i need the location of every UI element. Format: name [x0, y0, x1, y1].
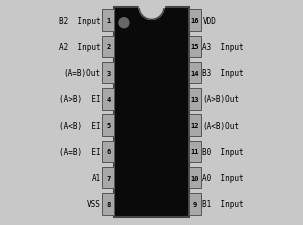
Bar — [189, 89, 201, 110]
Text: 2: 2 — [106, 44, 111, 50]
Text: (A=B)Out: (A=B)Out — [64, 69, 101, 78]
Bar — [102, 115, 114, 136]
Bar — [189, 115, 201, 136]
Text: (A>B)  EI: (A>B) EI — [59, 95, 101, 104]
Bar — [102, 167, 114, 189]
Text: 15: 15 — [190, 44, 199, 50]
Text: 14: 14 — [190, 70, 199, 76]
Text: 11: 11 — [190, 149, 199, 155]
Text: (A>B)Out: (A>B)Out — [202, 95, 239, 104]
Text: 13: 13 — [190, 97, 199, 102]
Text: 10: 10 — [190, 175, 199, 181]
Bar — [102, 141, 114, 162]
Bar — [189, 10, 201, 32]
Text: (A<B)Out: (A<B)Out — [202, 121, 239, 130]
Text: B2  Input: B2 Input — [59, 16, 101, 25]
Bar — [189, 193, 201, 215]
Circle shape — [119, 19, 129, 29]
Text: 1: 1 — [106, 18, 111, 24]
Bar — [189, 36, 201, 58]
Text: B0  Input: B0 Input — [202, 147, 244, 156]
Text: A3  Input: A3 Input — [202, 43, 244, 52]
Bar — [102, 63, 114, 84]
Text: B3  Input: B3 Input — [202, 69, 244, 78]
Bar — [102, 193, 114, 215]
Text: 5: 5 — [106, 123, 111, 128]
Polygon shape — [139, 8, 164, 20]
Text: (A<B)  EI: (A<B) EI — [59, 121, 101, 130]
Text: 8: 8 — [106, 201, 111, 207]
Text: 16: 16 — [190, 18, 199, 24]
Text: 3: 3 — [106, 70, 111, 76]
Text: VSS: VSS — [87, 200, 101, 209]
Text: 4: 4 — [106, 97, 111, 102]
Text: VDD: VDD — [202, 16, 216, 25]
Text: A1: A1 — [92, 173, 101, 182]
Text: 7: 7 — [106, 175, 111, 181]
Bar — [189, 63, 201, 84]
Bar — [102, 10, 114, 32]
Bar — [189, 167, 201, 189]
Text: B1  Input: B1 Input — [202, 200, 244, 209]
Text: A2  Input: A2 Input — [59, 43, 101, 52]
Text: A0  Input: A0 Input — [202, 173, 244, 182]
Bar — [114, 8, 189, 217]
Bar — [189, 141, 201, 162]
Text: 9: 9 — [192, 201, 197, 207]
Text: (A=B)  EI: (A=B) EI — [59, 147, 101, 156]
Bar — [102, 36, 114, 58]
Bar — [102, 89, 114, 110]
Text: 12: 12 — [190, 123, 199, 128]
Text: 6: 6 — [106, 149, 111, 155]
